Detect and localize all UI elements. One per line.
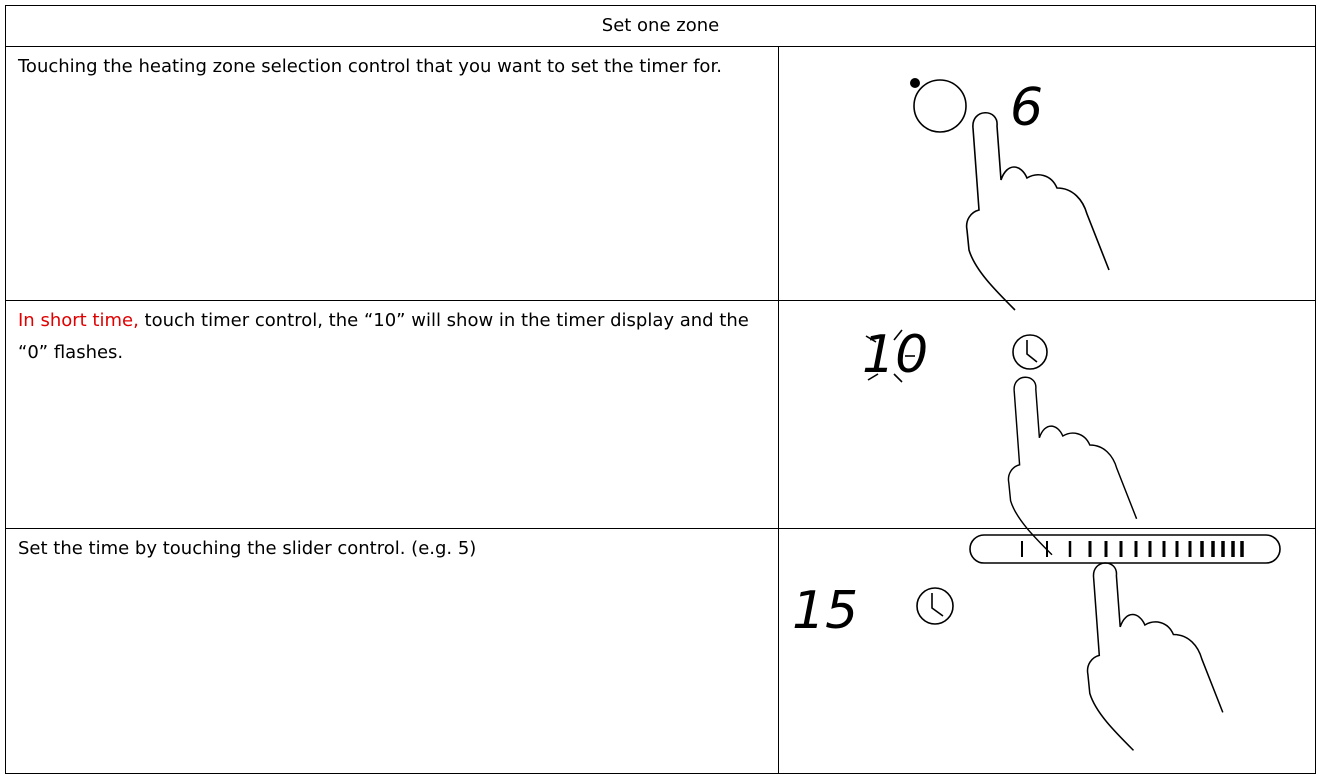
clock-hands [1026, 340, 1038, 363]
hand [1007, 376, 1138, 556]
slider [969, 534, 1281, 564]
display-digit: 6 [1010, 78, 1043, 138]
display-digit: 15 [792, 581, 858, 641]
hand [1086, 562, 1224, 752]
step-text: touch timer control, the “10” will show … [18, 310, 749, 363]
slider-bars [1021, 541, 1244, 557]
hand [965, 111, 1110, 311]
zone-dot [910, 78, 920, 88]
clock-icon [916, 587, 954, 625]
header-title: Set one zone [601, 15, 720, 36]
step-text: Touching the heating zone selection cont… [18, 56, 722, 77]
image-cell [778, 528, 1316, 774]
flash-rays [865, 329, 915, 383]
clock-icon [1012, 334, 1048, 370]
text-cell: In short time, touch timer control, the … [5, 300, 779, 529]
step-highlight: In short time, [18, 310, 139, 331]
clock-hands [931, 593, 944, 617]
step-text: Set the time by touching the slider cont… [18, 538, 477, 559]
zone-control [913, 79, 967, 133]
